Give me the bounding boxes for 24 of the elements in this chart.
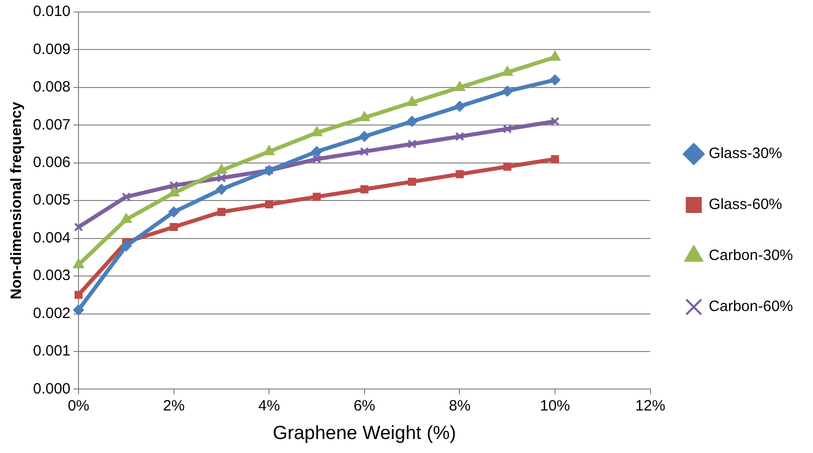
y-tick-label: 0.010: [32, 3, 71, 20]
y-tick-label: 0.001: [32, 342, 71, 360]
x-tick-label: 4%: [258, 397, 280, 414]
y-tick-label: 0.002: [32, 304, 71, 322]
x-tick-label: 10%: [540, 397, 570, 414]
y-tick-label: 0.008: [32, 78, 71, 96]
legend-label: Carbon-60%: [708, 298, 794, 316]
y-tick-label: 0.003: [32, 267, 71, 284]
y-tick-label: 0.006: [32, 154, 71, 172]
legend-label: Glass-60%: [708, 196, 782, 214]
y-axis-title: Non-dimensional frequency: [8, 101, 26, 300]
legend-label: Glass-30%: [708, 145, 782, 162]
y-tick-label: 0.005: [32, 192, 71, 209]
y-tick-label: 0.007: [32, 116, 71, 134]
legend-label: Carbon-30%: [708, 247, 794, 264]
x-tick-label: 0%: [68, 397, 90, 414]
x-tick-label: 2%: [162, 397, 185, 414]
y-tick-label: 0.004: [32, 229, 71, 246]
x-tick-label: 6%: [354, 397, 376, 414]
y-tick-label: 0.009: [32, 40, 71, 58]
x-axis-title: Graphene Weight (%): [272, 422, 456, 444]
x-tick-label: 12%: [635, 397, 666, 414]
y-tick-label: 0.000: [32, 380, 71, 398]
x-tick-label: 8%: [448, 397, 471, 414]
